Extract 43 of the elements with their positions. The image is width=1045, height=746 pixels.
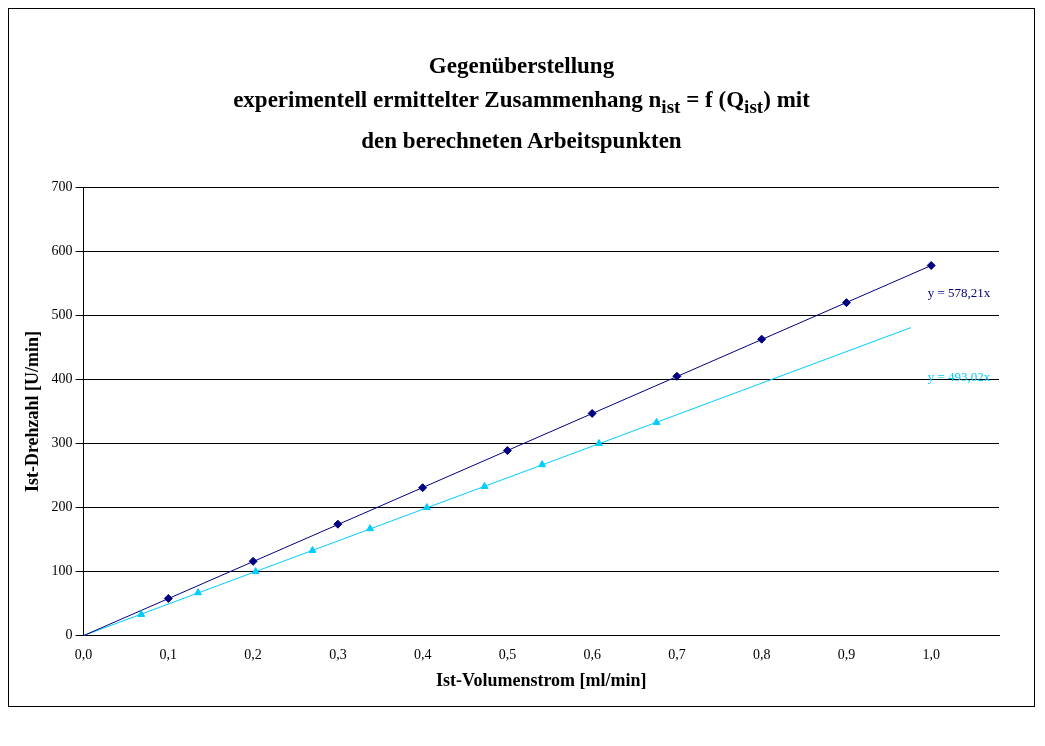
- point: [366, 523, 375, 531]
- x-tick-label: 1,0: [922, 646, 940, 662]
- annotation: y = 578,21x: [927, 284, 991, 300]
- point: [422, 502, 431, 510]
- chart-title: Gegenüberstellung experimentell ermittelter Zusammenhang n$_{ist}$ = f (Q$_{ist}$) mit den berechneten Arbeitspunkten: [233, 53, 810, 153]
- point: [538, 459, 547, 467]
- x-tick-label: 0,1: [159, 646, 178, 662]
- point: [841, 297, 851, 307]
- point: [308, 545, 317, 553]
- y-axis-title: Ist-Drehzahl [U/min]: [22, 330, 43, 492]
- y-tick-label: 0: [65, 626, 73, 642]
- point: [672, 371, 682, 381]
- x-tick-label: 0,0: [74, 646, 93, 662]
- point: [251, 566, 260, 574]
- x-tick-label: 0,5: [498, 646, 517, 662]
- point: [502, 445, 512, 455]
- x-tick-label: 0,6: [583, 646, 601, 662]
- point: [594, 438, 603, 446]
- y-tick-label: 600: [51, 242, 73, 258]
- x-tick-label: 0,7: [668, 646, 686, 662]
- point: [926, 260, 936, 270]
- point: [587, 408, 597, 418]
- point: [757, 334, 767, 344]
- point: [248, 556, 258, 566]
- y-tick-label: 300: [51, 434, 73, 450]
- x-tick-label: 0,9: [837, 646, 856, 662]
- y-tick-label: 200: [51, 498, 73, 514]
- y-tick-label: 700: [51, 178, 73, 194]
- y-tick-label: 500: [51, 306, 73, 322]
- point: [333, 519, 343, 529]
- point: [163, 593, 173, 603]
- x-tick-label: 0,2: [244, 646, 262, 662]
- x-tick-label: 0,8: [752, 646, 771, 662]
- point: [194, 587, 202, 595]
- point: [137, 609, 146, 617]
- point: [652, 417, 661, 425]
- point: [480, 481, 489, 489]
- y-tick-label: 100: [51, 562, 73, 578]
- y-tick-label: 400: [51, 370, 73, 386]
- x-tick-label: 0,4: [413, 646, 432, 662]
- x-axis-title: Ist-Volumenstrom [ml/min]: [436, 669, 647, 690]
- x-tick-label: 0,3: [329, 646, 347, 662]
- point: [418, 482, 428, 492]
